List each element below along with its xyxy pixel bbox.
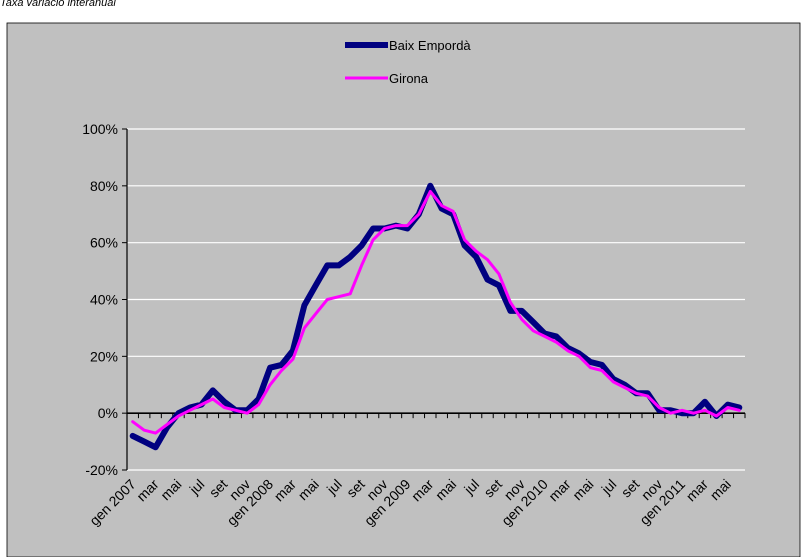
y-tick-label: -20% [85,462,118,478]
legend-label: Girona [389,71,429,86]
axes [122,128,746,471]
series-line-girona [131,190,741,435]
legend: Baix Empordà Girona [345,38,471,86]
y-axis-tick-labels: -20% 0% 20% 40% 60% 80% 100% [82,121,118,478]
y-tick-label: 100% [82,121,118,137]
y-tick-label: 80% [90,178,118,194]
legend-label: Baix Empordà [389,38,471,53]
y-tick-label: 20% [90,348,118,364]
plot-area-background [6,22,801,557]
y-tick-label: 40% [90,292,118,308]
chart-subtitle: Taxa variació interanual [0,0,116,9]
series-lines [129,182,743,451]
gridlines [127,128,745,471]
y-tick-label: 60% [90,235,118,251]
y-tick-label: 0% [98,405,118,421]
